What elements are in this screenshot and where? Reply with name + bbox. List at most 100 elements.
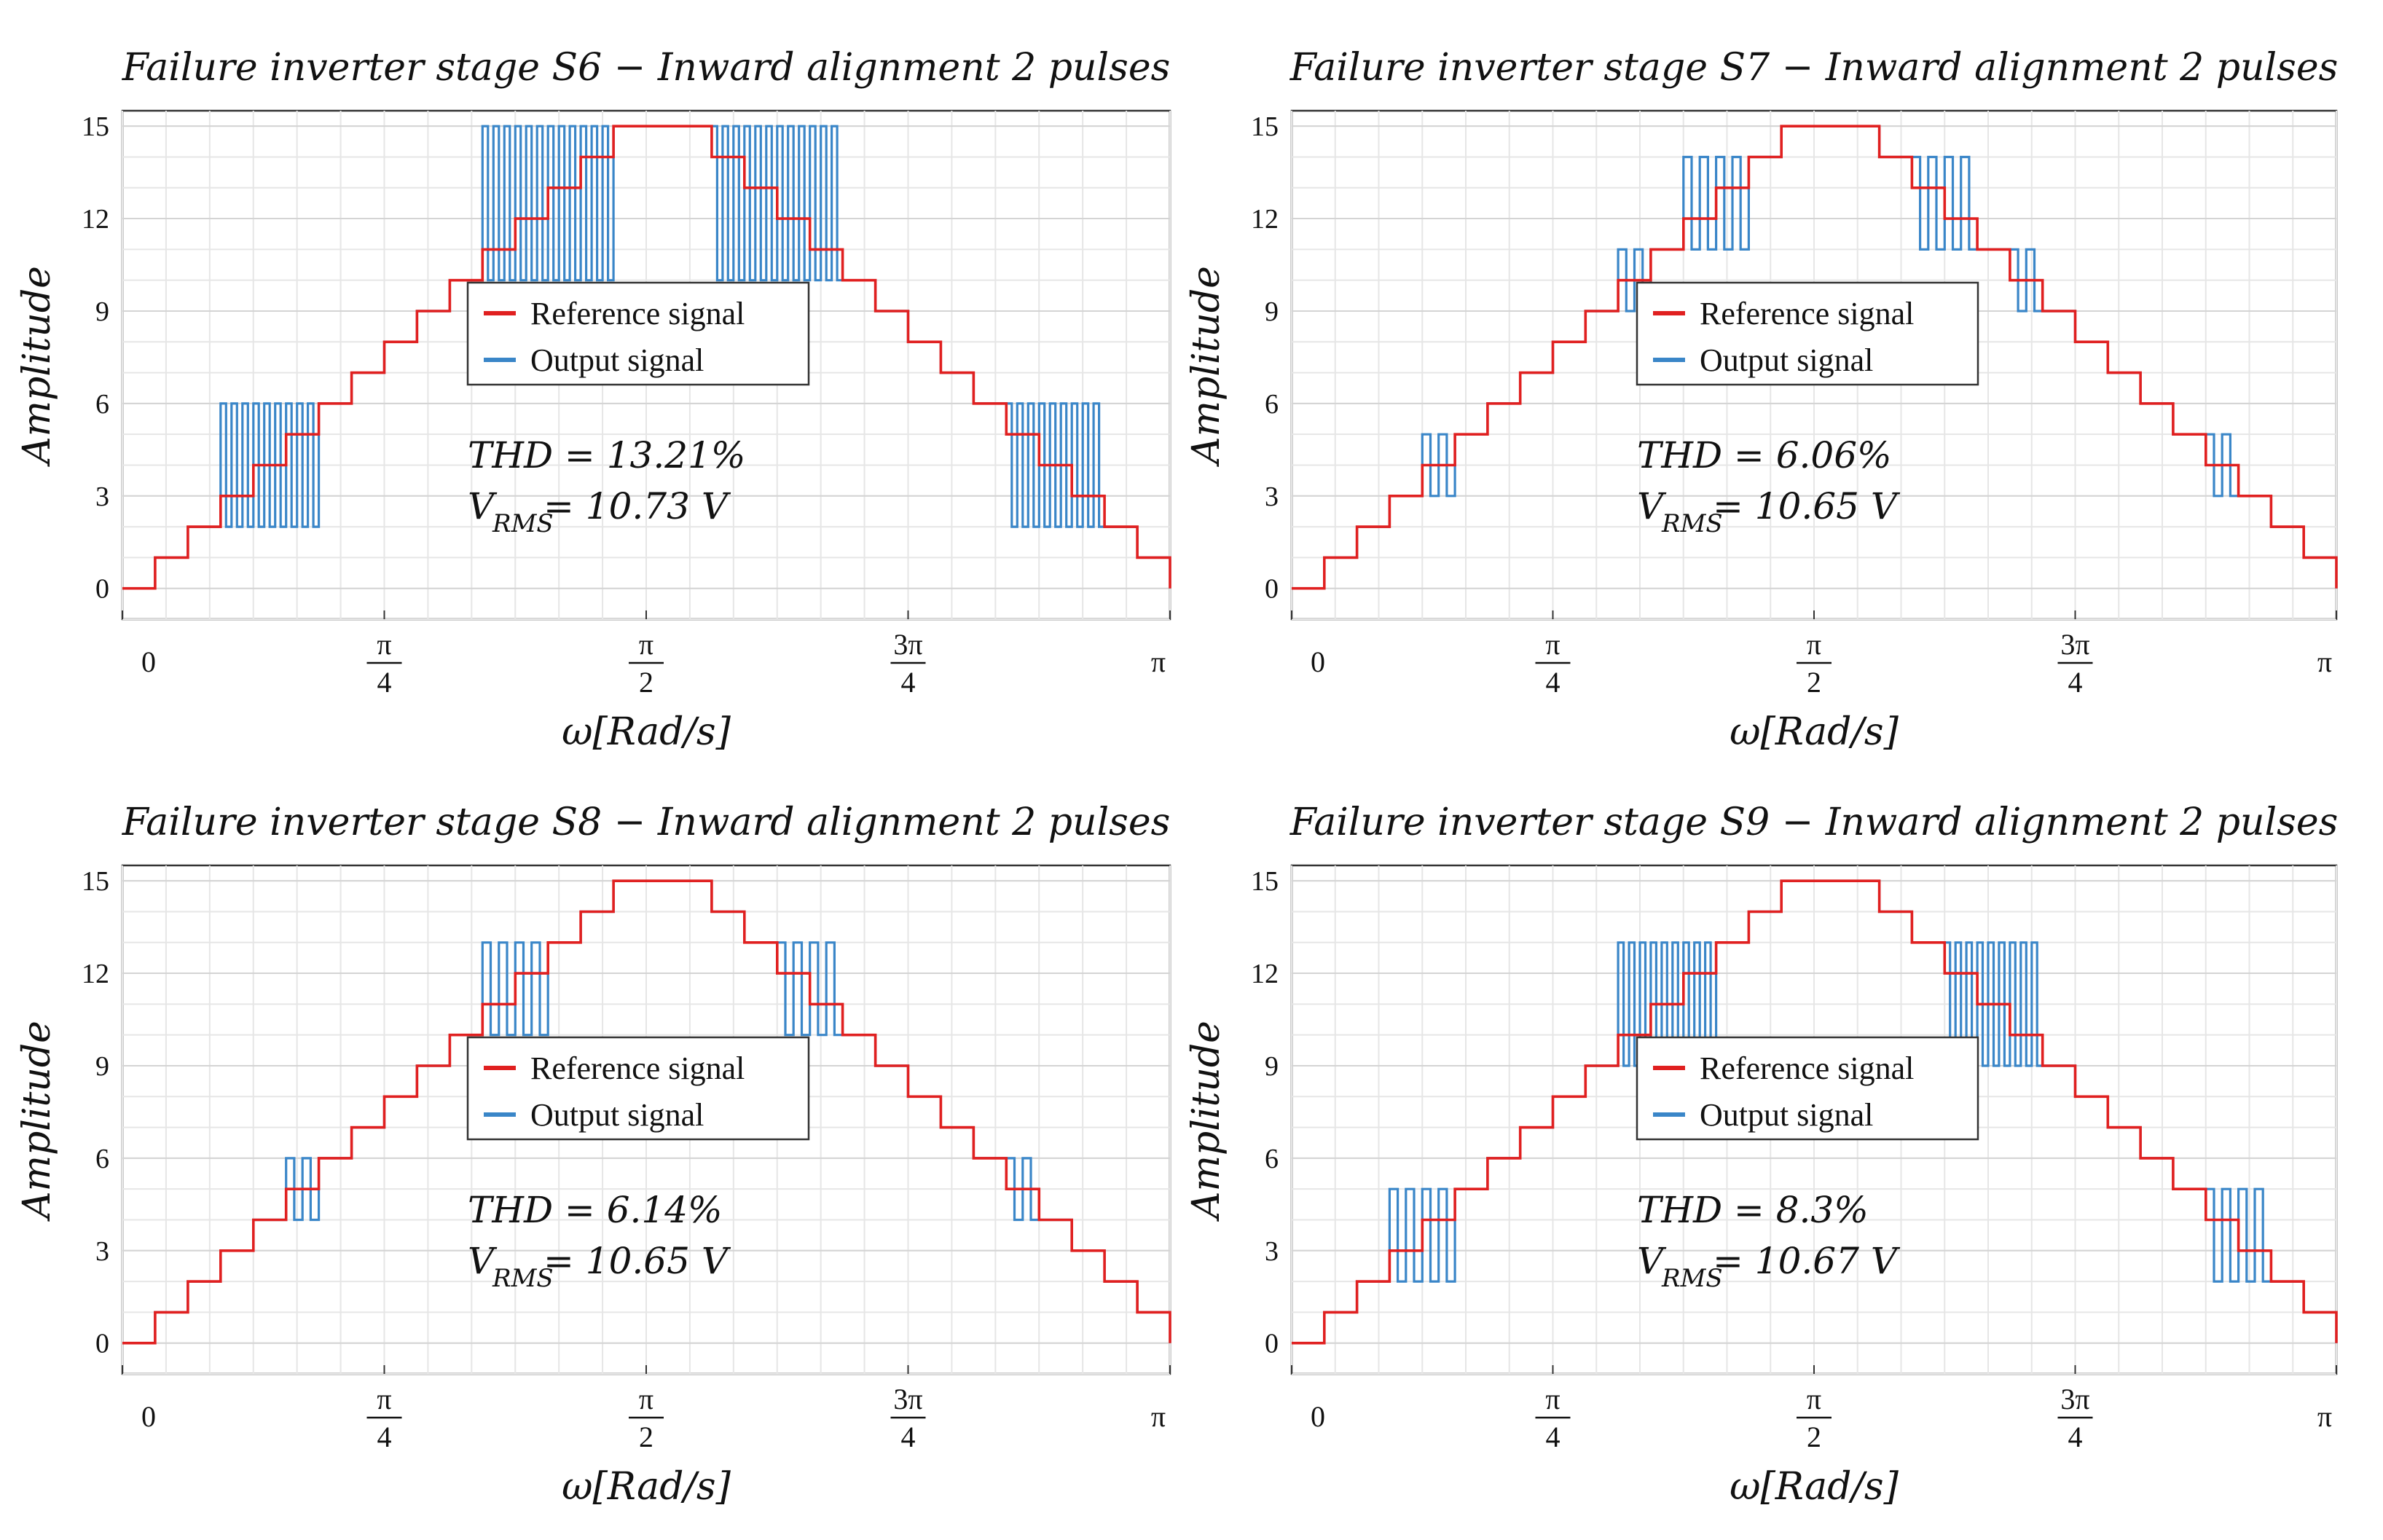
- vrms-value: = 10.65 V: [543, 1240, 731, 1282]
- vrms-symbol: V: [1637, 1240, 1667, 1282]
- x-tick-denominator: 4: [1545, 1421, 1560, 1453]
- chart-title: Failure inverter stage S6 − Inward align…: [122, 46, 1171, 90]
- x-tick-numerator: π: [1545, 1383, 1560, 1415]
- x-tick-denominator: 4: [900, 1421, 915, 1453]
- vrms-value: = 10.65 V: [1713, 485, 1901, 527]
- x-tick-label: π4: [366, 628, 402, 699]
- x-tick-numerator: π: [639, 1383, 653, 1415]
- y-tick-label: 6: [1265, 389, 1279, 420]
- chart-panel-4: Failure inverter stage S9 − Inward align…: [1185, 801, 2338, 1509]
- chart-panel-2: Failure inverter stage S7 − Inward align…: [1185, 46, 2338, 754]
- thd-annotation: THD = 6.06%: [1637, 434, 1892, 476]
- chart-panel-3: Failure inverter stage S8 − Inward align…: [15, 801, 1171, 1509]
- x-tick-numerator: π: [377, 1383, 391, 1415]
- y-tick-label: 9: [1265, 296, 1279, 327]
- y-tick-label: 12: [1251, 204, 1279, 235]
- x-tick-text: π: [2317, 1400, 2332, 1433]
- x-tick-denominator: 4: [377, 1421, 391, 1453]
- x-tick-label: 3π4: [890, 628, 926, 699]
- x-axis-label: ω[Rad/s]: [562, 710, 731, 754]
- y-axis-label: Amplitude: [1185, 266, 1228, 467]
- y-tick-label: 12: [1251, 959, 1279, 989]
- x-tick-label: 3π4: [890, 1383, 926, 1453]
- vrms-symbol: V: [468, 485, 498, 527]
- x-tick-label: π4: [366, 1383, 402, 1453]
- y-tick-label: 3: [95, 1236, 109, 1267]
- y-tick-label: 3: [1265, 482, 1279, 512]
- output-signal-line: [122, 125, 1171, 590]
- x-tick-label: π: [1151, 645, 1166, 678]
- legend: Reference signal Output signal: [466, 281, 810, 386]
- y-tick-label: 12: [82, 959, 109, 989]
- y-tick-label: 15: [1251, 866, 1279, 897]
- x-tick-numerator: π: [377, 628, 391, 661]
- x-tick-label: π4: [1535, 1383, 1571, 1453]
- legend-label-output: Output signal: [1700, 342, 1873, 378]
- y-tick-label: 15: [82, 111, 109, 142]
- legend-box: [466, 1036, 810, 1141]
- x-tick-label: 0: [1311, 1400, 1325, 1433]
- y-tick-label: 6: [1265, 1144, 1279, 1174]
- x-tick-label: 0: [141, 1400, 156, 1433]
- legend-label-output: Output signal: [530, 342, 704, 378]
- legend-label-reference: Reference signal: [1700, 296, 1914, 331]
- x-tick-denominator: 4: [2068, 666, 2082, 699]
- y-tick-label: 0: [95, 574, 109, 605]
- legend-label-reference: Reference signal: [530, 1050, 745, 1086]
- x-tick-text: 0: [1311, 645, 1325, 678]
- y-tick-label: 12: [82, 204, 109, 235]
- x-tick-denominator: 4: [1545, 666, 1560, 699]
- legend-label-output: Output signal: [1700, 1097, 1873, 1133]
- x-tick-numerator: π: [1807, 1383, 1821, 1415]
- x-tick-denominator: 2: [639, 666, 653, 699]
- x-tick-denominator: 4: [2068, 1421, 2082, 1453]
- x-tick-text: 0: [141, 645, 156, 678]
- x-tick-numerator: π: [1545, 628, 1560, 661]
- x-tick-text: π: [1151, 645, 1166, 678]
- x-axis-label: ω[Rad/s]: [1730, 1465, 1899, 1509]
- x-tick-label: π: [1151, 1400, 1166, 1433]
- x-tick-label: π2: [628, 628, 664, 699]
- x-axis-label: ω[Rad/s]: [562, 1465, 731, 1509]
- x-tick-denominator: 4: [900, 666, 915, 699]
- y-tick-label: 6: [95, 389, 109, 420]
- vrms-symbol: V: [468, 1240, 498, 1282]
- legend: Reference signal Output signal: [1636, 1036, 1979, 1141]
- legend: Reference signal Output signal: [466, 1036, 810, 1141]
- x-tick-denominator: 2: [1807, 666, 1821, 699]
- x-tick-text: 0: [1311, 1400, 1325, 1433]
- y-tick-label: 15: [1251, 111, 1279, 142]
- legend: Reference signal Output signal: [1636, 281, 1979, 386]
- reference-signal-line: [1292, 879, 2338, 1345]
- chart-title: Failure inverter stage S8 − Inward align…: [122, 801, 1171, 844]
- y-tick-label: 9: [95, 1051, 109, 1082]
- x-tick-numerator: 3π: [2060, 628, 2089, 661]
- x-tick-label: 0: [141, 645, 156, 678]
- x-tick-numerator: 3π: [893, 1383, 922, 1415]
- y-tick-label: 9: [1265, 1051, 1279, 1082]
- vrms-subscript: RMS: [492, 1264, 554, 1293]
- legend-box: [1636, 1036, 1979, 1141]
- y-tick-label: 9: [95, 296, 109, 327]
- x-tick-label: 0: [1311, 645, 1325, 678]
- thd-annotation: THD = 6.14%: [468, 1189, 723, 1231]
- x-tick-label: π2: [1796, 628, 1832, 699]
- x-tick-text: π: [2317, 645, 2332, 678]
- x-tick-label: 3π4: [2057, 628, 2093, 699]
- thd-annotation: THD = 8.3%: [1637, 1189, 1869, 1231]
- y-axis-label: Amplitude: [15, 1021, 59, 1222]
- legend-label-reference: Reference signal: [530, 296, 745, 331]
- y-axis-label: Amplitude: [1185, 1021, 1228, 1222]
- vrms-subscript: RMS: [1661, 1264, 1723, 1293]
- reference-signal-line: [122, 125, 1171, 590]
- reference-signal-line: [122, 879, 1171, 1345]
- y-tick-label: 0: [1265, 1329, 1279, 1359]
- grid-lines: [1291, 111, 2337, 620]
- x-tick-numerator: 3π: [2060, 1383, 2089, 1415]
- x-tick-text: π: [1151, 1400, 1166, 1433]
- vrms-value: = 10.73 V: [543, 485, 731, 527]
